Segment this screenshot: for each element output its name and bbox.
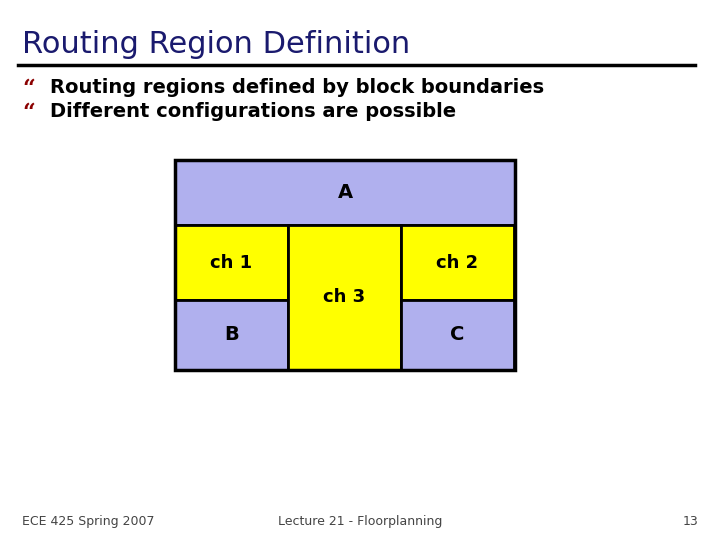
Bar: [175, 160, 515, 225]
Text: “: “: [22, 102, 35, 124]
Text: ch 3: ch 3: [323, 288, 366, 307]
Text: B: B: [224, 326, 239, 345]
Text: A: A: [338, 183, 353, 202]
Text: Lecture 21 - Floorplanning: Lecture 21 - Floorplanning: [278, 515, 442, 528]
Text: C: C: [450, 326, 464, 345]
Bar: [288, 225, 401, 370]
Text: ch 1: ch 1: [210, 253, 253, 272]
Bar: [175, 300, 288, 370]
Bar: [401, 300, 514, 370]
Text: Routing regions defined by block boundaries: Routing regions defined by block boundar…: [50, 78, 544, 97]
Bar: [175, 225, 288, 300]
Text: ECE 425 Spring 2007: ECE 425 Spring 2007: [22, 515, 155, 528]
Text: “: “: [22, 78, 35, 100]
Bar: [401, 225, 514, 300]
Text: Routing Region Definition: Routing Region Definition: [22, 30, 410, 59]
Text: Different configurations are possible: Different configurations are possible: [50, 102, 456, 121]
Text: ch 2: ch 2: [436, 253, 479, 272]
Bar: [175, 160, 515, 370]
Text: 13: 13: [683, 515, 698, 528]
